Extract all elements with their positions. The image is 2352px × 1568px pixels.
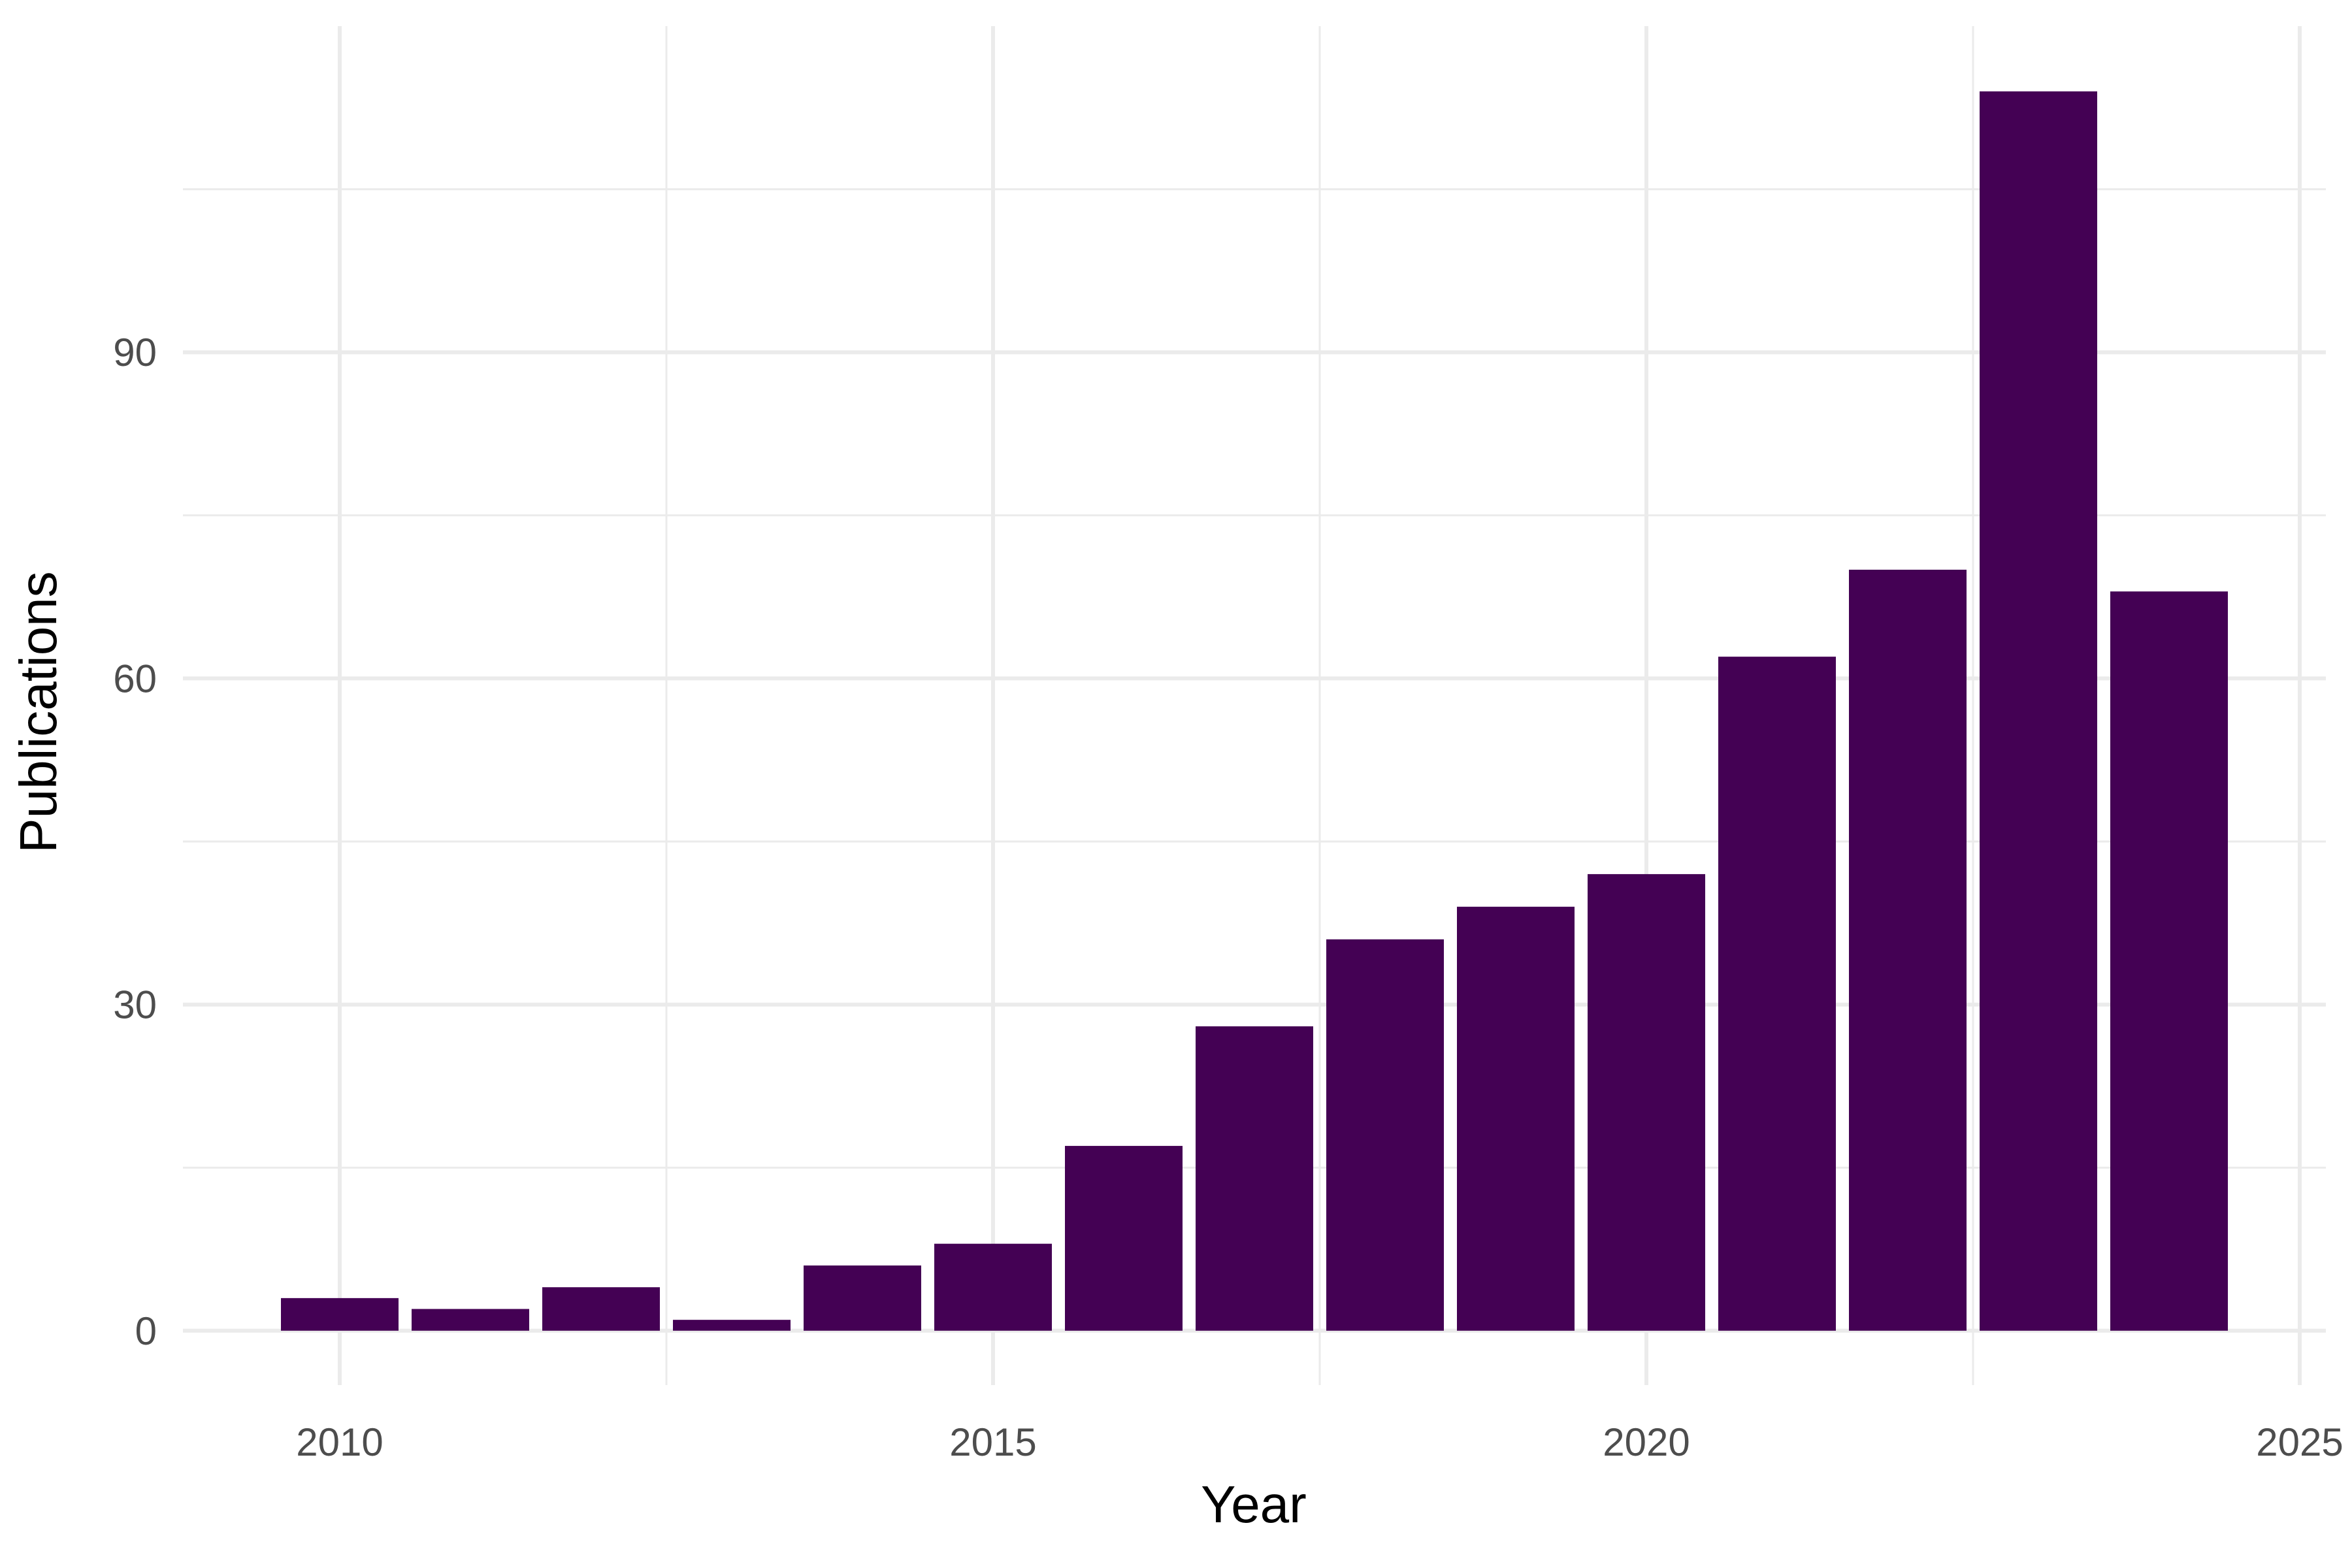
y-tick-label-30: 30	[113, 983, 157, 1027]
bar-2022	[1849, 570, 1967, 1331]
y-axis-title: Publications	[9, 571, 67, 853]
bar-2018	[1326, 939, 1444, 1331]
bar-2012	[542, 1287, 660, 1331]
bar-2023	[1980, 91, 2097, 1331]
bar-2021	[1718, 657, 1836, 1331]
y-tick-label-0: 0	[135, 1309, 157, 1353]
bar-2010	[281, 1298, 399, 1331]
x-tick-label-2015: 2015	[949, 1420, 1036, 1464]
bar-2019	[1457, 906, 1575, 1331]
bar-2017	[1196, 1026, 1313, 1331]
bars	[281, 91, 2228, 1331]
x-tick-label-2010: 2010	[296, 1420, 383, 1464]
y-tick-label-60: 60	[113, 657, 157, 700]
x-tick-label-2020: 2020	[1603, 1420, 1690, 1464]
bar-2020	[1588, 874, 1705, 1331]
bar-2013	[673, 1320, 791, 1331]
bar-2015	[934, 1243, 1052, 1331]
bar-2011	[412, 1309, 529, 1331]
x-tick-label-2025: 2025	[2256, 1420, 2343, 1464]
x-axis-title: Year	[1201, 1475, 1307, 1533]
bar-2014	[804, 1265, 921, 1331]
y-tick-label-90: 90	[113, 331, 157, 374]
x-axis-tick-labels: 2010 2015 2020 2025	[296, 1420, 2343, 1464]
bar-2016	[1065, 1145, 1183, 1331]
y-axis-tick-labels: 0 30 60 90	[113, 331, 157, 1353]
bar-2024	[2110, 591, 2228, 1331]
